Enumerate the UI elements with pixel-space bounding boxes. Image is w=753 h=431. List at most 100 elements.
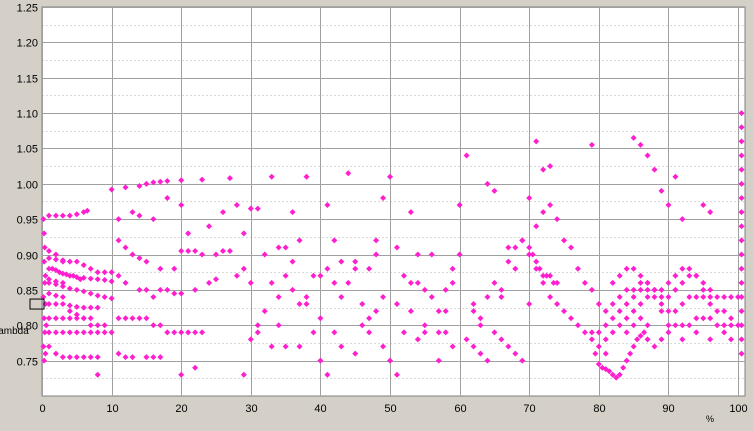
data-point bbox=[40, 293, 47, 300]
data-point bbox=[84, 207, 91, 214]
data-point bbox=[366, 265, 373, 272]
data-point bbox=[40, 216, 47, 223]
data-point bbox=[45, 212, 52, 219]
data-point bbox=[213, 276, 220, 283]
data-point bbox=[738, 209, 745, 216]
data-point bbox=[477, 350, 484, 357]
data-point bbox=[477, 315, 484, 322]
x-tick-label: 60 bbox=[454, 403, 466, 415]
data-point bbox=[616, 308, 623, 315]
data-point bbox=[52, 350, 59, 357]
data-point bbox=[192, 248, 199, 255]
data-point bbox=[595, 343, 602, 350]
data-point bbox=[108, 278, 115, 285]
data-point bbox=[122, 354, 129, 361]
data-point bbox=[672, 272, 679, 279]
data-point bbox=[533, 265, 540, 272]
data-point bbox=[616, 272, 623, 279]
data-point bbox=[738, 322, 745, 329]
data-point bbox=[686, 293, 693, 300]
data-point bbox=[94, 304, 101, 311]
data-point bbox=[700, 293, 707, 300]
data-point bbox=[679, 336, 686, 343]
data-point bbox=[73, 258, 80, 265]
data-point bbox=[470, 343, 477, 350]
data-point bbox=[484, 357, 491, 364]
data-point bbox=[41, 230, 48, 237]
data-point bbox=[282, 343, 289, 350]
data-point bbox=[45, 343, 52, 350]
data-point bbox=[136, 255, 143, 262]
y-axis-label: lambda bbox=[0, 326, 29, 337]
data-point bbox=[94, 276, 101, 283]
data-point bbox=[73, 354, 80, 361]
data-point bbox=[254, 329, 261, 336]
data-point bbox=[400, 329, 407, 336]
data-point bbox=[247, 336, 254, 343]
data-point bbox=[136, 286, 143, 293]
data-point bbox=[561, 237, 568, 244]
data-point bbox=[519, 357, 526, 364]
data-point bbox=[738, 110, 745, 117]
data-point bbox=[178, 371, 185, 378]
data-point bbox=[94, 371, 101, 378]
data-point bbox=[324, 371, 331, 378]
data-point bbox=[672, 286, 679, 293]
data-point bbox=[373, 237, 380, 244]
data-point bbox=[352, 258, 359, 265]
data-point bbox=[620, 364, 627, 371]
data-point bbox=[94, 354, 101, 361]
data-point bbox=[609, 315, 616, 322]
data-point bbox=[442, 329, 449, 336]
data-point bbox=[171, 265, 178, 272]
data-point bbox=[303, 173, 310, 180]
data-point bbox=[199, 251, 206, 258]
x-tick-label: 30 bbox=[245, 403, 257, 415]
data-point bbox=[407, 308, 414, 315]
data-point bbox=[157, 322, 164, 329]
data-point bbox=[206, 223, 213, 230]
data-point bbox=[66, 329, 73, 336]
data-point bbox=[491, 329, 498, 336]
data-point bbox=[414, 251, 421, 258]
data-point bbox=[637, 315, 644, 322]
data-point bbox=[317, 315, 324, 322]
data-point bbox=[73, 303, 80, 310]
data-point bbox=[519, 237, 526, 244]
data-point bbox=[206, 279, 213, 286]
data-point bbox=[45, 315, 52, 322]
data-point bbox=[707, 209, 714, 216]
data-point bbox=[345, 279, 352, 286]
data-point bbox=[554, 216, 561, 223]
data-point bbox=[317, 272, 324, 279]
data-point bbox=[289, 209, 296, 216]
data-point bbox=[512, 350, 519, 357]
data-point bbox=[728, 322, 735, 329]
data-point bbox=[470, 301, 477, 308]
data-point bbox=[581, 329, 588, 336]
data-point bbox=[303, 301, 310, 308]
data-point bbox=[52, 301, 59, 308]
x-tick-label: 100 bbox=[729, 403, 747, 415]
data-point bbox=[679, 216, 686, 223]
x-tick-label: 10 bbox=[106, 403, 118, 415]
data-point bbox=[658, 187, 665, 194]
data-point bbox=[588, 286, 595, 293]
data-point bbox=[150, 322, 157, 329]
data-point bbox=[529, 251, 536, 258]
data-point bbox=[609, 371, 616, 378]
data-point bbox=[80, 262, 87, 269]
data-point bbox=[547, 202, 554, 209]
data-point bbox=[41, 357, 48, 364]
data-point bbox=[80, 304, 87, 311]
data-point bbox=[261, 251, 268, 258]
data-point bbox=[630, 322, 637, 329]
data-point bbox=[136, 315, 143, 322]
data-point bbox=[421, 329, 428, 336]
data-point bbox=[536, 265, 543, 272]
x-tick-label: 70 bbox=[523, 403, 535, 415]
data-point bbox=[665, 293, 672, 300]
data-point bbox=[644, 336, 651, 343]
data-point bbox=[721, 322, 728, 329]
data-point bbox=[707, 315, 714, 322]
